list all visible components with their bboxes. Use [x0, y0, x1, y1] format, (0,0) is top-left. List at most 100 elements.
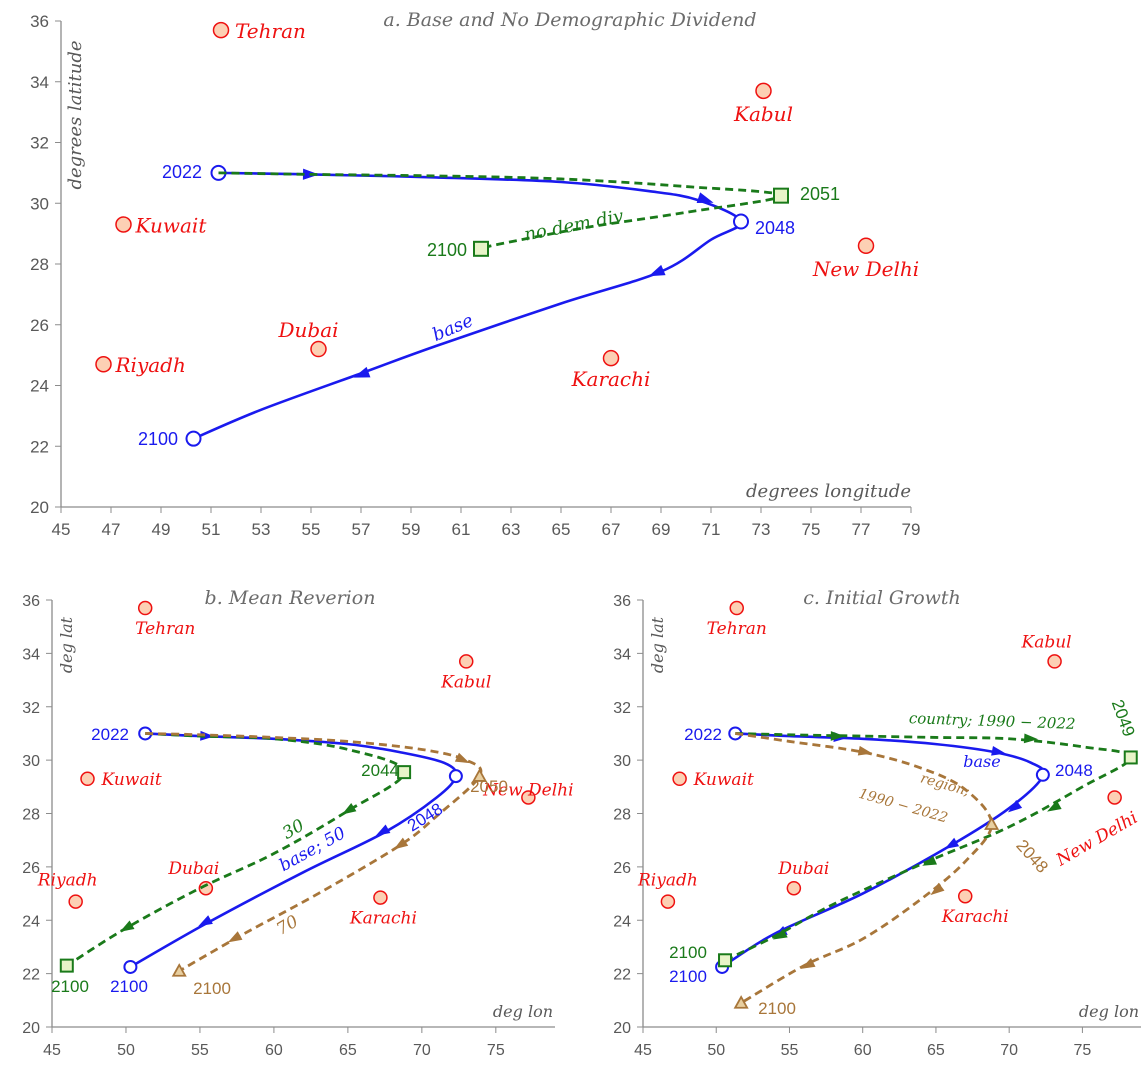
- x-tick-label: 51: [202, 520, 221, 539]
- year-label: 2100: [427, 240, 467, 260]
- city-label: Tehran: [135, 619, 195, 639]
- year-label: 2051: [800, 184, 840, 204]
- x-tick-label: 60: [854, 1042, 872, 1059]
- x-tick-label: 55: [191, 1042, 209, 1059]
- direction-arrow: [227, 931, 243, 943]
- x-tick-label: 75: [1074, 1042, 1092, 1059]
- y-tick-label: 20: [613, 1020, 631, 1037]
- chart-title: b. Mean Reverion: [205, 587, 376, 609]
- series-label: 1990 − 2022: [857, 786, 950, 827]
- city-label: Dubai: [167, 859, 219, 879]
- x-tick-label: 55: [302, 520, 321, 539]
- y-axis-label: deg lat: [57, 616, 76, 673]
- y-tick-label: 24: [22, 913, 40, 930]
- year-label: 2100: [669, 967, 707, 986]
- city-label: Kabul: [733, 102, 793, 126]
- city-marker: [80, 771, 95, 787]
- x-tick-label: 65: [552, 520, 571, 539]
- year-marker-square: [59, 958, 74, 973]
- city-marker: [660, 894, 676, 909]
- x-tick-label: 79: [902, 520, 921, 539]
- y-tick-label: 32: [30, 134, 49, 153]
- year-label: 2022: [684, 725, 722, 744]
- series-label: country; 1990 − 2022: [909, 709, 1076, 733]
- x-tick-label: 69: [652, 520, 671, 539]
- city-marker: [68, 894, 83, 909]
- x-tick-label: 55: [781, 1042, 799, 1059]
- city-label: Riyadh: [115, 353, 186, 377]
- x-tick-label: 49: [152, 520, 171, 539]
- city-marker: [602, 349, 620, 367]
- year-label: 2048: [755, 218, 795, 238]
- y-tick-label: 24: [30, 377, 49, 396]
- y-tick-label: 28: [30, 255, 49, 274]
- city-marker: [137, 600, 153, 616]
- year-label: 2022: [162, 162, 202, 182]
- x-tick-label: 67: [602, 520, 621, 539]
- direction-arrow: [393, 837, 409, 850]
- y-tick-label: 20: [30, 498, 49, 517]
- city-marker: [310, 340, 327, 358]
- series-line: [66, 732, 406, 967]
- city-label: Kabul: [1021, 632, 1072, 652]
- city-label: Tehran: [707, 619, 767, 639]
- series-line: [735, 732, 994, 1005]
- x-tick-label: 70: [413, 1042, 431, 1059]
- city-label: Karachi: [941, 907, 1009, 927]
- city-marker: [373, 890, 388, 905]
- city-label: Kabul: [440, 672, 491, 692]
- x-tick-label: 60: [265, 1042, 283, 1059]
- x-tick-label: 75: [802, 520, 821, 539]
- direction-arrow: [1007, 800, 1023, 813]
- x-tick-label: 65: [927, 1042, 945, 1059]
- series-line: [218, 171, 783, 251]
- direction-arrow: [353, 366, 371, 378]
- direction-arrow: [375, 824, 391, 836]
- x-tick-label: 47: [102, 520, 121, 539]
- year-marker-triangle: [733, 995, 749, 1009]
- city-label: Kuwait: [135, 214, 208, 238]
- year-label: 2044: [361, 761, 399, 780]
- chart-title: c. Initial Growth: [803, 587, 961, 609]
- x-tick-label: 53: [252, 520, 271, 539]
- year-marker-triangle: [472, 768, 488, 782]
- y-tick-label: 30: [613, 753, 631, 770]
- city-marker: [729, 600, 744, 616]
- x-axis-label: deg lon: [1079, 1002, 1139, 1021]
- panel-a: 45 47 49 51 53 55 57 59 61 63 65 67 69 71 73 75 77 792022…: [30, 9, 920, 539]
- city-label: Dubai: [277, 318, 338, 342]
- y-tick-label: 28: [613, 807, 631, 824]
- y-tick-label: 34: [22, 646, 40, 663]
- year-label: 2048: [1012, 836, 1051, 877]
- city-marker: [212, 21, 230, 39]
- city-label: New Delhi: [482, 780, 573, 800]
- city-label: Riyadh: [637, 871, 698, 891]
- direction-arrow: [930, 882, 945, 896]
- year-marker-square: [397, 765, 412, 780]
- year-marker-square: [773, 187, 789, 204]
- direction-arrow: [198, 915, 213, 927]
- y-tick-label: 20: [22, 1020, 40, 1037]
- year-marker-circle: [1035, 767, 1050, 782]
- city-label: New Delhi: [1052, 808, 1141, 871]
- direction-arrow: [1047, 800, 1062, 812]
- year-marker-circle: [123, 959, 138, 974]
- direction-arrow: [200, 730, 215, 741]
- direction-arrow: [341, 802, 357, 815]
- x-tick-label: 45: [52, 520, 71, 539]
- city-marker: [115, 216, 132, 233]
- y-axis-label: degrees latitude: [65, 40, 86, 189]
- city-label: Dubai: [777, 859, 829, 879]
- direction-arrow: [922, 855, 937, 866]
- x-tick-label: 71: [702, 520, 721, 539]
- series-label: 30: [279, 816, 308, 844]
- x-tick-label: 75: [487, 1042, 505, 1059]
- city-label: Karachi: [571, 367, 651, 391]
- direction-arrow: [1023, 733, 1039, 744]
- series-label: base: [963, 752, 1000, 771]
- year-label: 2100: [138, 429, 178, 449]
- chart-title: a. Base and No Demographic Dividend: [383, 9, 756, 31]
- series-line: [724, 732, 1133, 962]
- direction-arrow: [830, 731, 845, 741]
